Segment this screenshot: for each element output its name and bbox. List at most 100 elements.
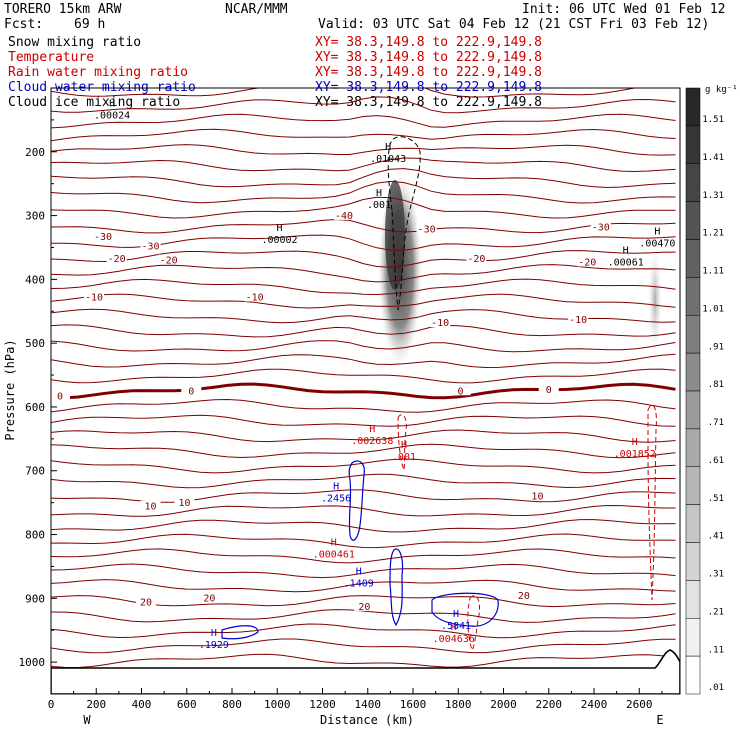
colorbar-label: 1.01 <box>702 304 724 314</box>
forecast-hours: 69 h <box>74 17 105 32</box>
x-tick-label: 2600 <box>626 698 653 711</box>
isotherm-label-bg <box>244 291 265 302</box>
max-marker-h: H <box>369 424 375 435</box>
legend-cloud-ice: Cloud ice mixing ratio <box>8 95 180 110</box>
x-tick-label: 2200 <box>536 698 563 711</box>
isotherm-label-bg <box>466 253 487 264</box>
x-tick-label: 600 <box>177 698 197 711</box>
east-label: E <box>656 713 663 727</box>
isotherm-line <box>51 398 676 413</box>
colorbar-swatch <box>685 466 701 505</box>
isotherm-label-bg <box>577 256 598 267</box>
colorbar-swatch <box>685 201 701 240</box>
isotherm-label-bg <box>538 384 559 394</box>
colorbar-swatch <box>685 315 701 354</box>
isotherm-label-bg <box>590 221 611 232</box>
isotherm-label: -10 <box>569 315 587 326</box>
isotherm-label-bg <box>93 230 114 241</box>
isotherm-labels: -30-30-20 -20-10 -10-40-30-20-30-20-10 -100… <box>51 209 611 613</box>
isotherm-line <box>51 128 676 142</box>
legend-rain-xy: XY= 38.3,149.8 to 222.9,149.8 <box>315 65 542 80</box>
max-marker-h: H <box>333 481 339 492</box>
colorbar-label: 1.21 <box>702 229 724 239</box>
isotherm-line <box>51 324 676 338</box>
isotherm-line <box>51 144 676 156</box>
colorbar-swatch <box>685 580 701 619</box>
colorbar-swatch <box>685 542 701 581</box>
max-marker-h: H <box>356 566 362 577</box>
x-tick-label: 1800 <box>445 698 472 711</box>
colorbar-unit: g kg⁻¹ <box>705 85 738 95</box>
isotherm-line <box>51 429 676 443</box>
y-tick-label: 800 <box>25 529 45 542</box>
colorbar-swatch <box>685 239 701 278</box>
legend-snow-xy: XY= 38.3,149.8 to 222.9,149.8 <box>315 35 542 50</box>
max-marker-value: .001 <box>392 452 416 463</box>
colorbar-swatch <box>685 504 701 543</box>
snow-shading-east <box>648 245 662 355</box>
max-marker-value: .1929 <box>199 640 229 651</box>
isotherm-label-bg <box>354 600 375 611</box>
isotherm-label: 0 <box>458 386 464 397</box>
isotherm-line <box>51 157 676 173</box>
isotherm-line <box>51 278 676 296</box>
isotherm-line <box>51 443 676 459</box>
valid-time: Valid: 03 UTC Sat 04 Feb 12 (21 CST Fri … <box>318 17 709 32</box>
isotherm-label-bg <box>450 385 471 396</box>
y-tick-label: 600 <box>25 401 45 414</box>
isotherm-label-bg <box>51 390 71 401</box>
colorbar-label: .01 <box>708 683 724 693</box>
isotherm-label-bg <box>83 291 104 302</box>
isotherm-label: -20 <box>578 257 596 268</box>
max-marker-value: .002638 <box>351 436 393 447</box>
max-marker-h: H <box>453 609 459 620</box>
legend-temperature-xy: XY= 38.3,149.8 to 222.9,149.8 <box>315 50 542 65</box>
isotherm-label-bg <box>199 592 220 603</box>
rain-contour-1 <box>397 414 407 471</box>
isotherm-label-bg <box>334 209 355 220</box>
isotherm-label-bg <box>140 240 161 251</box>
isotherm-label-bg <box>416 223 437 234</box>
temperature-contours <box>51 88 676 683</box>
x-tick-label: 1200 <box>309 698 336 711</box>
colorbar-label: .91 <box>708 342 724 352</box>
max-marker-h: H <box>376 188 382 199</box>
isotherm-line <box>51 519 676 533</box>
max-marker-value: .01043 <box>370 154 406 165</box>
max-marker-h: H <box>401 440 407 451</box>
colorbar-label: 1.11 <box>702 267 724 277</box>
x-tick-label: 2000 <box>490 698 517 711</box>
isotherm-label-bg <box>106 253 127 264</box>
cloud-water-contour-4 <box>221 625 259 640</box>
max-marker-value: .001 <box>367 200 391 211</box>
colorbar-swatch <box>685 277 701 316</box>
isotherm-line <box>51 340 676 353</box>
max-marker-value: .00024 <box>94 111 130 122</box>
isotherm-line <box>51 504 676 517</box>
max-marker-h: H <box>385 142 391 153</box>
isotherm-label: -30 <box>418 224 436 235</box>
isotherm-line <box>51 113 676 129</box>
max-markers: H.01043H.001H.00002H.00470H.00061H.00263… <box>94 99 675 651</box>
max-marker-value: .5841 <box>441 621 471 632</box>
max-marker-value: .004636 <box>433 634 475 645</box>
isotherm-line <box>51 368 676 384</box>
max-marker-h: H <box>277 223 283 234</box>
colorbar-label: .31 <box>708 570 724 580</box>
isotherm-label: 20 <box>518 591 530 602</box>
plot-area: -30-30-20 -20-10 -10-40-30-20-30-20-10 -100… <box>51 88 680 694</box>
init-time: Init: 06 UTC Wed 01 Feb 12 <box>522 2 726 17</box>
isotherm-line <box>51 293 676 309</box>
legend-snow: Snow mixing ratio <box>8 35 141 50</box>
max-marker-h: H <box>451 622 457 633</box>
max-marker-h: H <box>211 628 217 639</box>
isotherm-label: -30 <box>142 241 160 252</box>
isotherm-line <box>51 473 676 489</box>
isotherm-line <box>51 353 676 369</box>
max-marker-value: .1409 <box>344 578 374 589</box>
isotherm-label: 10 <box>531 492 543 503</box>
mixing-ratio-contours <box>221 136 657 651</box>
isotherm-line <box>51 196 676 219</box>
isotherm-label: 20 <box>140 597 152 608</box>
isotherm-label: -20 <box>467 254 485 265</box>
